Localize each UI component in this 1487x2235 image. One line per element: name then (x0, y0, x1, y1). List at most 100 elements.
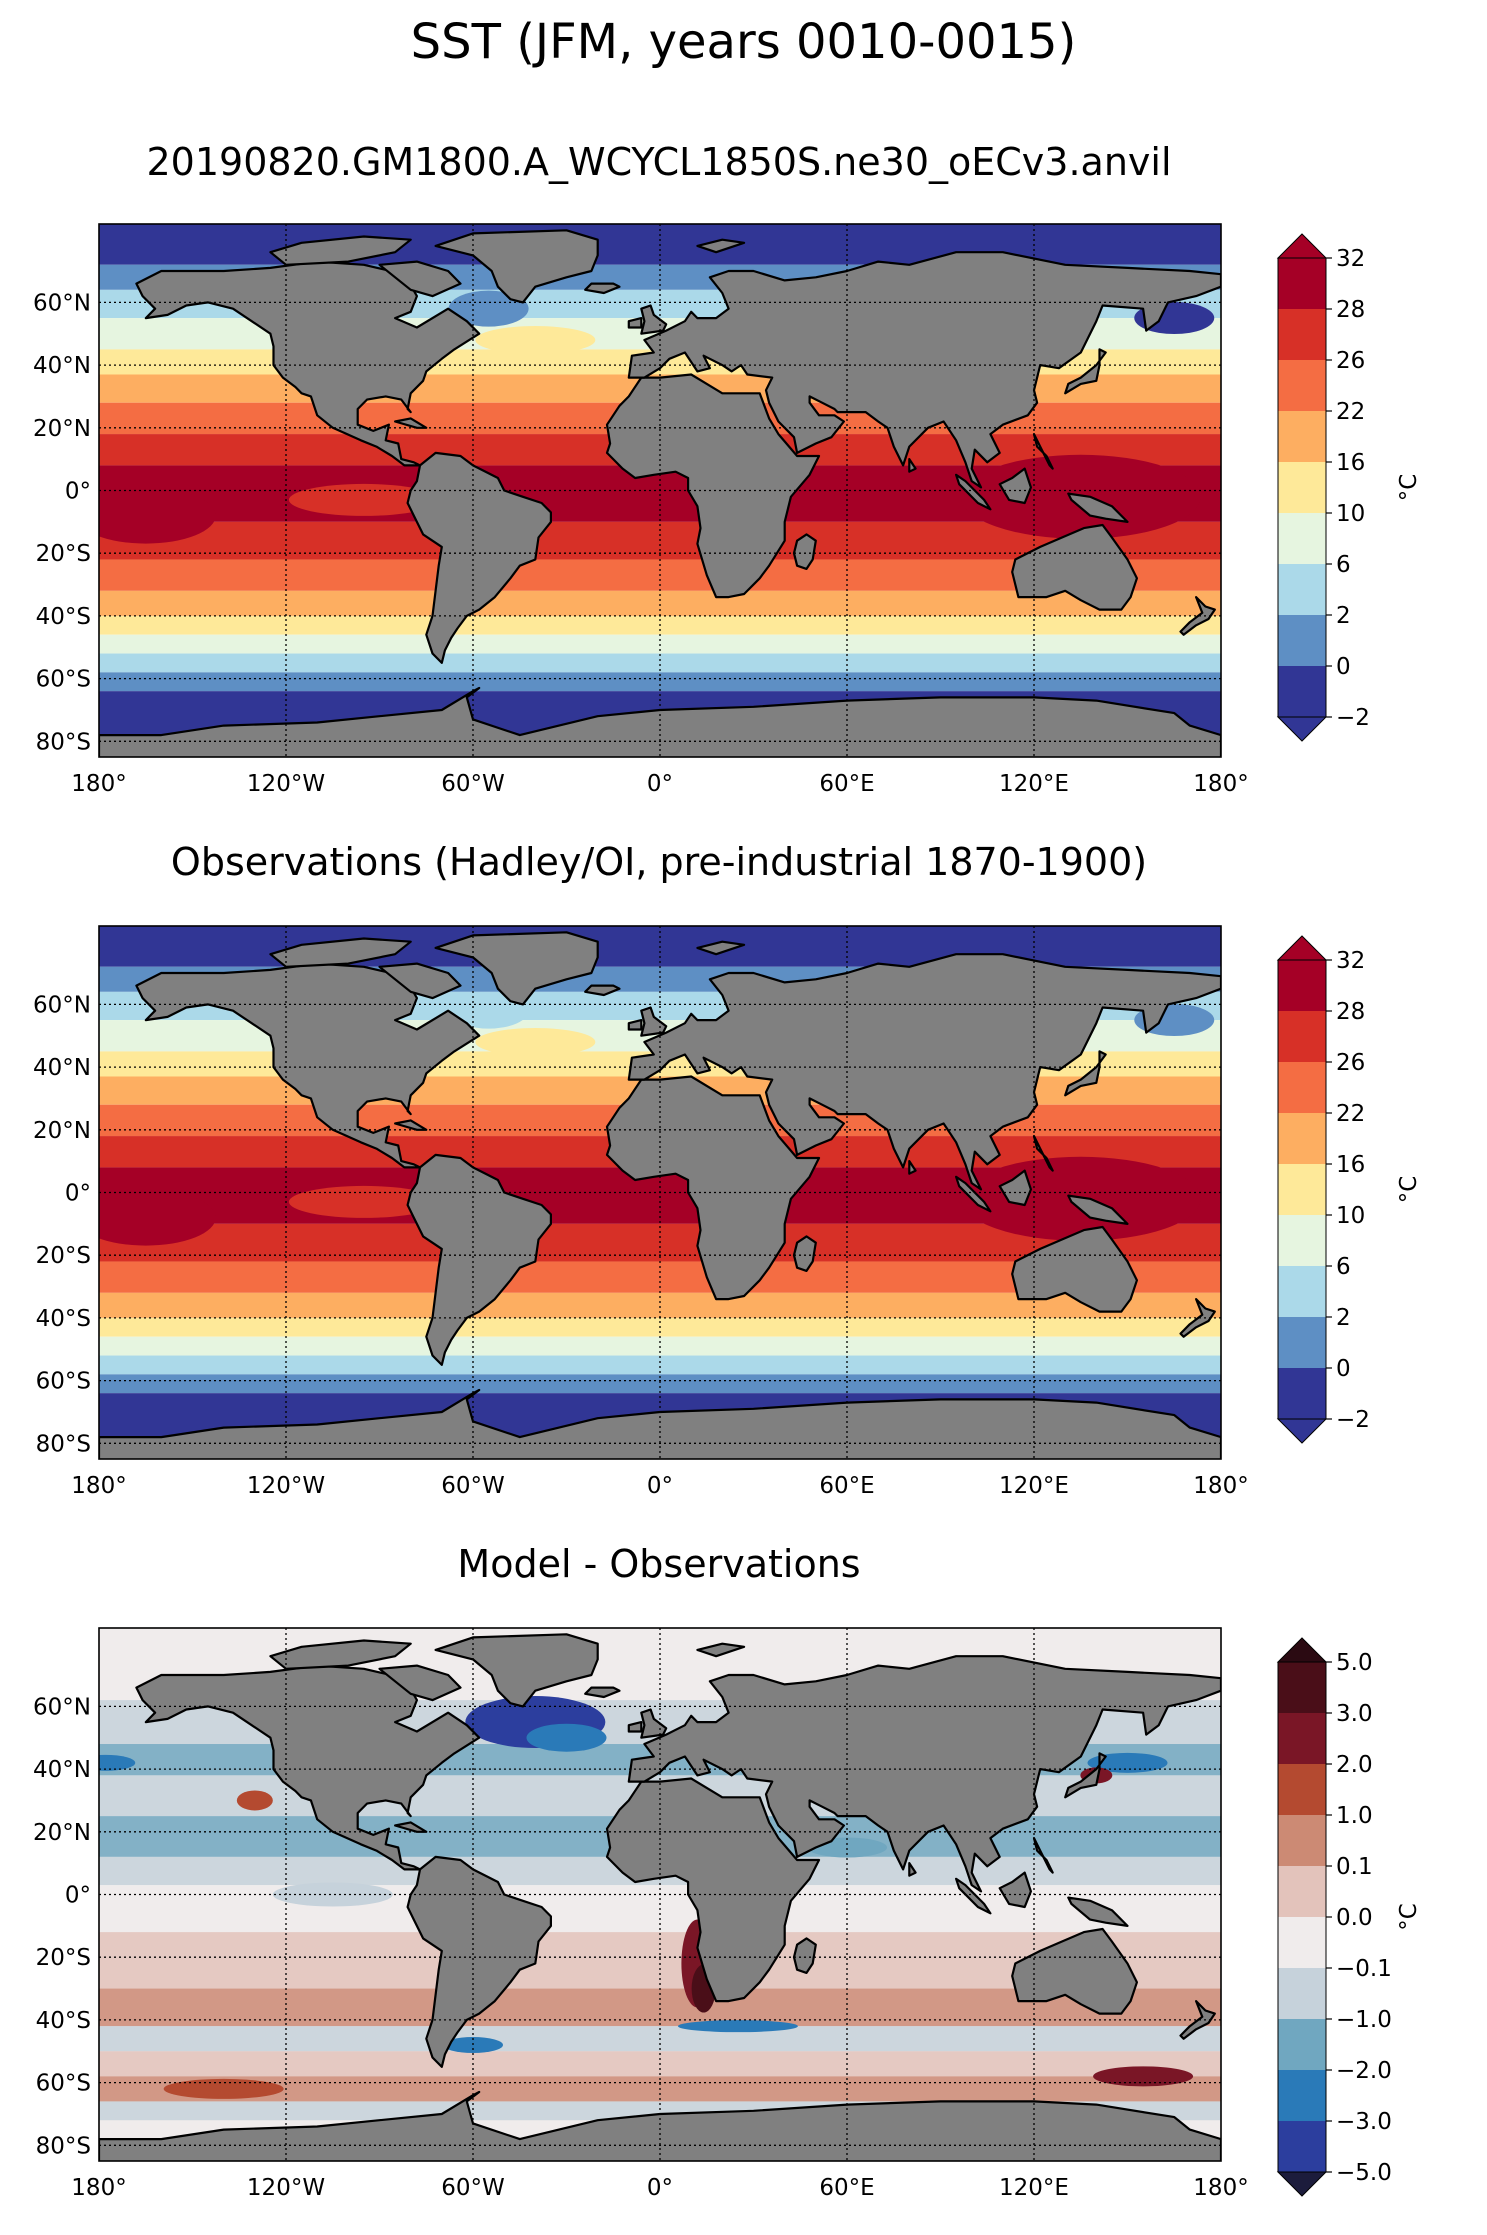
lat-tick-label: 40°S (36, 604, 91, 630)
lat-tick-label: 20°N (33, 416, 91, 442)
colorbar-tick-label: 0.0 (1336, 1905, 1373, 1931)
warm-pool (99, 487, 216, 544)
colorbar-tick-label: 32 (1336, 948, 1365, 974)
colorbar-segment (1278, 258, 1326, 309)
lat-tick-label: 40°N (33, 1055, 91, 1081)
lon-tick-label: 120°W (247, 2175, 325, 2201)
lon-tick-label: 120°E (999, 2175, 1069, 2201)
colorbar-tick-label: −1.0 (1336, 2007, 1392, 2033)
landmass (908, 1159, 917, 1175)
lat-tick-label: 60°S (36, 2071, 91, 2097)
landmass (394, 1821, 428, 1833)
lat-tick-label: 40°N (33, 1757, 91, 1783)
landmass (954, 1877, 992, 1915)
gulf-stream (475, 326, 596, 355)
landmass (998, 467, 1033, 505)
lat-tick-label: 60°N (33, 290, 91, 316)
landmass (792, 533, 817, 571)
colorbar-unit-label: °C (1396, 1903, 1422, 1931)
landmass (269, 937, 412, 968)
diff-anomaly (677, 2020, 798, 2033)
lon-tick-label: 60°W (441, 2175, 505, 2201)
colorbar-segment (1278, 564, 1326, 615)
lon-tick-label: 180° (71, 2175, 126, 2201)
landmass (1032, 433, 1054, 470)
labrador-sea (448, 992, 529, 1029)
landmass (378, 260, 462, 298)
landmass (135, 260, 481, 467)
lon-tick-label: 120°E (999, 771, 1069, 797)
lat-tick-label: 20°N (33, 1118, 91, 1144)
map-frame (98, 223, 1222, 758)
colorbar-tick-label: 1.0 (1336, 1803, 1373, 1829)
colorbar-tick-label: 2 (1336, 603, 1351, 629)
lon-tick-label: 60°W (441, 1473, 505, 1499)
landmass (954, 1175, 992, 1213)
landmass (998, 1871, 1033, 1909)
colorbar-unit-label: °C (1396, 1176, 1422, 1204)
lat-tick-label: 0° (65, 1883, 91, 1909)
lat-tick-label: 60°N (33, 1694, 91, 1720)
diff-anomaly (272, 1882, 393, 1907)
lon-tick-label: 180° (1193, 1473, 1248, 1499)
landmass (640, 1708, 668, 1739)
colorbar-segment (1278, 411, 1326, 462)
landmass (627, 1655, 1221, 1893)
landmass (627, 317, 643, 329)
landmass (434, 229, 599, 304)
diff-anomaly (1087, 1752, 1168, 1773)
landmass (908, 1861, 917, 1877)
colorbar-tick-label: −2.0 (1336, 2058, 1392, 2084)
colorbar-tick-label: 10 (1336, 1203, 1365, 1229)
lon-tick-label: 180° (71, 771, 126, 797)
colorbar-unit-label: °C (1396, 474, 1422, 502)
colorbar-tick-label: 6 (1336, 552, 1351, 578)
lon-tick-label: 180° (1193, 2175, 1248, 2201)
map-panel-1: 180° 120°W 60°W 0° 60°E 120°E 180° 60°N 40°N 20°N… (33, 223, 1422, 797)
colorbar-tick-label: 10 (1336, 501, 1365, 527)
colorbar-segment (1278, 1866, 1326, 1917)
landmass (434, 1633, 599, 1708)
colorbar-segment (1278, 2121, 1326, 2172)
lon-tick-label: 60°E (819, 2175, 874, 2201)
colorbar-tick-label: 0.1 (1336, 1854, 1373, 1880)
colorbar-segment (1278, 1764, 1326, 1815)
diff-anomaly (526, 1723, 607, 1752)
sst-band (99, 653, 1221, 673)
landmass (135, 1664, 481, 1871)
lat-tick-label: 20°S (36, 1945, 91, 1971)
landmass (269, 235, 412, 266)
labrador-sea (448, 290, 529, 327)
lat-tick-label: 20°S (36, 541, 91, 567)
colorbar-segment (1278, 1011, 1326, 1062)
landmass (1032, 1134, 1054, 1172)
landmass (1067, 1896, 1129, 1928)
landmass (627, 1018, 643, 1031)
diff-anomaly (1093, 2066, 1194, 2087)
colorbar-segment (1278, 1713, 1326, 1764)
lat-tick-label: 20°S (36, 1243, 91, 1269)
landmass (696, 1642, 746, 1658)
landmass (627, 1720, 643, 1733)
lon-tick-label: 120°W (247, 771, 325, 797)
panel-2-title: Observations (Hadley/OI, pre-industrial … (170, 840, 1148, 884)
landmass (1067, 1194, 1129, 1226)
map-frame (98, 1627, 1222, 2162)
colorbar-segment (1278, 1368, 1326, 1419)
landmass (640, 304, 668, 335)
colorbar-segment (1278, 1662, 1326, 1713)
landmass (584, 1686, 621, 1699)
colorbar-tick-label: −2 (1336, 705, 1370, 731)
lat-tick-label: 0° (65, 1181, 91, 1207)
lat-tick-label: 80°S (36, 2133, 91, 2159)
landmass (908, 458, 917, 473)
gulf-stream (475, 1028, 596, 1057)
colorbar-tick-label: 22 (1336, 399, 1365, 425)
colorbar-tick-label: −5.0 (1336, 2160, 1392, 2186)
lon-tick-label: 60°E (819, 1473, 874, 1499)
colorbar-segment (1278, 1815, 1326, 1866)
landmass (627, 251, 1221, 489)
colorbar-segment (1278, 666, 1326, 717)
landmass (99, 2090, 1221, 2161)
